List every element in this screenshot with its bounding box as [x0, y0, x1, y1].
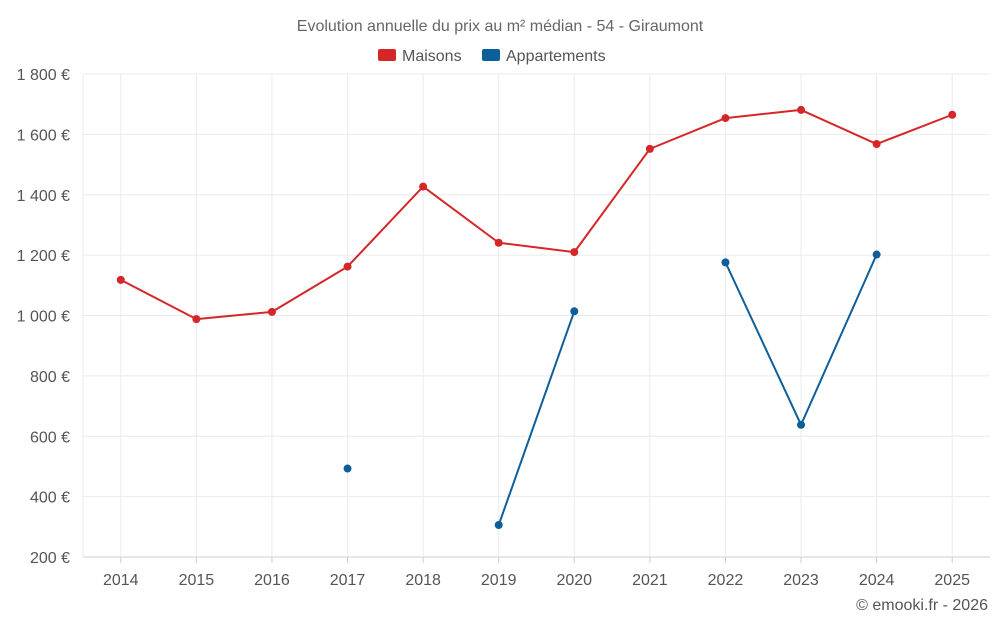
- legend-label-appartements[interactable]: Appartements: [506, 48, 606, 65]
- data-point[interactable]: [797, 420, 806, 429]
- series-line-segment: [800, 108, 878, 146]
- x-tick-label: 2017: [330, 572, 366, 589]
- series-maisons: [116, 105, 957, 324]
- series-line-segment: [875, 113, 954, 146]
- data-point[interactable]: [645, 144, 654, 153]
- data-point[interactable]: [872, 140, 881, 149]
- y-tick-label: 1 200 €: [17, 248, 70, 265]
- series-line-segment: [800, 253, 878, 426]
- series-line-segment: [724, 108, 803, 120]
- x-axis: 2014 2015 2016 2017 2018 2019 2020 2021 2022 2023…: [103, 572, 970, 589]
- y-tick-label: 1 600 €: [17, 127, 70, 144]
- y-tick-label: 400 €: [30, 490, 70, 507]
- series-group: [116, 105, 957, 530]
- series-line-segment: [195, 310, 273, 321]
- series-line-segment: [270, 265, 349, 313]
- data-point[interactable]: [267, 307, 276, 316]
- x-tick-label: 2018: [405, 572, 441, 589]
- series-line-segment: [573, 147, 651, 254]
- series-appartements: [343, 250, 881, 530]
- y-tick-label: 800 €: [30, 369, 70, 386]
- x-tick-label: 2024: [859, 572, 895, 589]
- data-point[interactable]: [343, 262, 352, 271]
- series-line-segment: [497, 241, 576, 254]
- legend-swatch-appartements: [482, 49, 500, 61]
- series-line-segment: [724, 261, 803, 426]
- legend-label-maisons[interactable]: Maisons: [402, 48, 462, 65]
- data-point[interactable]: [948, 110, 957, 119]
- x-tick-label: 2016: [254, 572, 290, 589]
- legend: Maisons Appartements: [378, 48, 606, 65]
- y-tick-label: 1 800 €: [17, 67, 70, 84]
- series-line-segment: [422, 185, 500, 244]
- grid: [82, 73, 990, 563]
- data-point[interactable]: [721, 114, 730, 123]
- data-point[interactable]: [116, 275, 125, 284]
- x-tick-label: 2022: [708, 572, 744, 589]
- x-tick-label: 2023: [783, 572, 819, 589]
- data-point[interactable]: [797, 105, 806, 114]
- series-line-segment: [648, 117, 727, 150]
- x-tick-label: 2014: [103, 572, 139, 589]
- data-point[interactable]: [192, 315, 201, 324]
- data-point[interactable]: [494, 521, 503, 530]
- y-tick-label: 1 400 €: [17, 188, 70, 205]
- data-point[interactable]: [872, 250, 881, 259]
- x-tick-label: 2025: [934, 572, 970, 589]
- y-tick-label: 1 000 €: [17, 309, 70, 326]
- data-point[interactable]: [570, 307, 579, 316]
- y-axis: 200 € 400 € 600 € 800 € 1 000 € 1 200 € 1 400 …: [17, 67, 70, 567]
- chart-title: Evolution annuelle du prix au m² médian …: [297, 18, 704, 35]
- x-tick-label: 2021: [632, 572, 668, 589]
- data-point[interactable]: [419, 182, 428, 191]
- data-point[interactable]: [343, 464, 352, 473]
- x-tick-label: 2019: [481, 572, 517, 589]
- data-point[interactable]: [721, 258, 730, 267]
- y-tick-label: 200 €: [30, 550, 70, 567]
- x-tick-label: 2020: [556, 572, 592, 589]
- series-line-segment: [119, 278, 198, 321]
- series-line-segment: [497, 310, 576, 527]
- legend-swatch-maisons: [378, 49, 396, 61]
- series-line-segment: [346, 185, 425, 268]
- x-tick-label: 2015: [179, 572, 215, 589]
- credit-text: © emooki.fr - 2026: [856, 597, 988, 614]
- data-point[interactable]: [570, 248, 579, 257]
- data-point[interactable]: [494, 238, 503, 247]
- y-tick-label: 600 €: [30, 429, 70, 446]
